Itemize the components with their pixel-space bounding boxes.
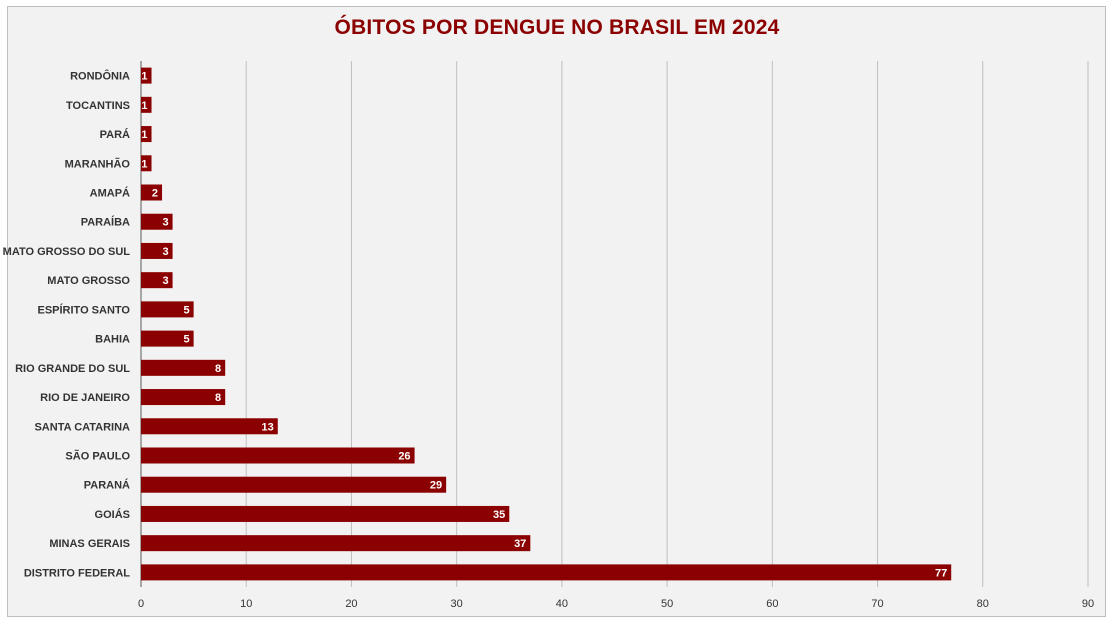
category-label: MATO GROSSO DO SUL	[3, 246, 131, 258]
category-label: MINAS GERAIS	[49, 538, 130, 550]
data-label: 8	[215, 392, 221, 404]
data-label: 3	[162, 217, 168, 229]
category-label: TOCANTINS	[66, 100, 130, 112]
data-label: 1	[141, 158, 147, 170]
x-tick-label: 30	[451, 598, 463, 610]
data-label: 13	[262, 421, 274, 433]
x-tick-label: 0	[138, 598, 144, 610]
bar	[141, 564, 952, 581]
data-label: 2	[152, 188, 158, 200]
category-label: PARANÁ	[84, 479, 130, 492]
category-label: MARANHÃO	[65, 157, 131, 170]
x-tick-label: 60	[766, 598, 778, 610]
bar	[141, 359, 226, 376]
data-label: 77	[935, 567, 947, 579]
bar	[141, 476, 447, 493]
x-tick-label: 80	[977, 598, 989, 610]
bar	[141, 272, 173, 289]
category-label: RIO DE JANEIRO	[40, 392, 130, 404]
data-label: 1	[141, 71, 147, 83]
bar	[141, 505, 510, 522]
bar	[141, 67, 152, 84]
category-label: RONDÔNIA	[70, 70, 130, 83]
bar	[141, 447, 415, 464]
data-label: 1	[141, 100, 147, 112]
bar	[141, 389, 226, 406]
x-tick-label: 10	[240, 598, 252, 610]
data-label: 5	[183, 334, 189, 346]
data-label: 29	[430, 480, 442, 492]
chart-title: ÓBITOS POR DENGUE NO BRASIL EM 2024	[334, 16, 780, 39]
category-label: BAHIA	[95, 334, 130, 346]
category-label: SANTA CATARINA	[34, 421, 130, 433]
category-label: ESPÍRITO SANTO	[37, 303, 130, 316]
bar	[141, 301, 194, 318]
bar	[141, 213, 173, 230]
bar	[141, 535, 531, 552]
category-label: PARAÍBA	[81, 216, 130, 229]
bar	[141, 330, 194, 347]
data-label: 35	[493, 509, 505, 521]
category-label: RIO GRANDE DO SUL	[15, 363, 130, 375]
category-label: DISTRITO FEDERAL	[24, 567, 130, 579]
category-label: PARÁ	[100, 128, 130, 141]
x-tick-label: 70	[871, 598, 883, 610]
data-label: 3	[162, 246, 168, 258]
x-tick-label: 40	[556, 598, 568, 610]
data-label: 37	[514, 538, 526, 550]
category-label: MATO GROSSO	[47, 275, 130, 287]
data-label: 5	[183, 304, 189, 316]
bar	[141, 184, 163, 201]
data-label: 26	[398, 451, 410, 463]
data-label: 8	[215, 363, 221, 375]
bar	[141, 418, 278, 435]
bar	[141, 96, 152, 113]
x-tick-label: 50	[661, 598, 673, 610]
x-tick-label: 20	[345, 598, 357, 610]
bar	[141, 126, 152, 143]
data-label: 1	[141, 129, 147, 141]
category-label: GOIÁS	[95, 508, 130, 521]
category-label: AMAPÁ	[90, 187, 130, 200]
x-tick-label: 90	[1082, 598, 1094, 610]
data-label: 3	[162, 275, 168, 287]
bar	[141, 155, 152, 172]
bar	[141, 242, 173, 259]
category-label: SÃO PAULO	[65, 450, 130, 463]
